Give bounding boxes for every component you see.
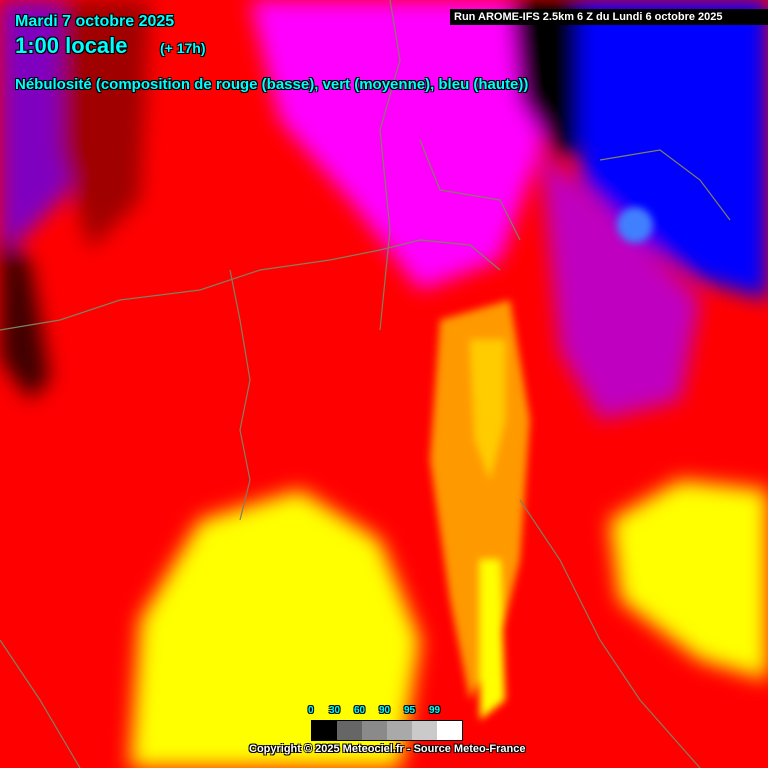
cyan-patch [617,207,653,243]
legend-swatch [437,721,462,740]
legend-swatch [312,721,337,740]
legend-color-bar [311,720,463,741]
yellow-streak [480,560,505,720]
run-info: Run AROME-IFS 2.5km 6 Z du Lundi 6 octob… [450,9,768,25]
clear-black-ne [510,0,600,160]
high-cloud-magenta-north [250,0,560,290]
forecast-date: Mardi 7 octobre 2025 [15,13,175,30]
dark-red-west [60,0,150,250]
map-description: Nébulosité (composition de rouge (basse)… [15,76,529,93]
legend-label: 99 [429,705,441,716]
legend-label: 0 [308,705,314,716]
lead-time: (+ 17h) [160,40,206,56]
legend-label: 90 [379,705,391,716]
yellow-sw [130,490,420,768]
legend-label: 30 [329,705,341,716]
copyright: Copyright © 2025 Meteociel.fr - Source M… [249,743,526,755]
forecast-time: 1:00 locale [15,33,128,58]
clear-black-west [0,240,50,400]
legend-swatch [362,721,387,740]
legend-label: 95 [404,705,416,716]
coastlines [0,0,731,768]
legend-swatch [337,721,362,740]
mixed-magenta-east [540,150,700,420]
yellow-se [610,480,768,680]
legend-label: 60 [354,705,366,716]
yellow-band-center [470,340,505,480]
legend-swatch [387,721,412,740]
legend-swatch [412,721,437,740]
